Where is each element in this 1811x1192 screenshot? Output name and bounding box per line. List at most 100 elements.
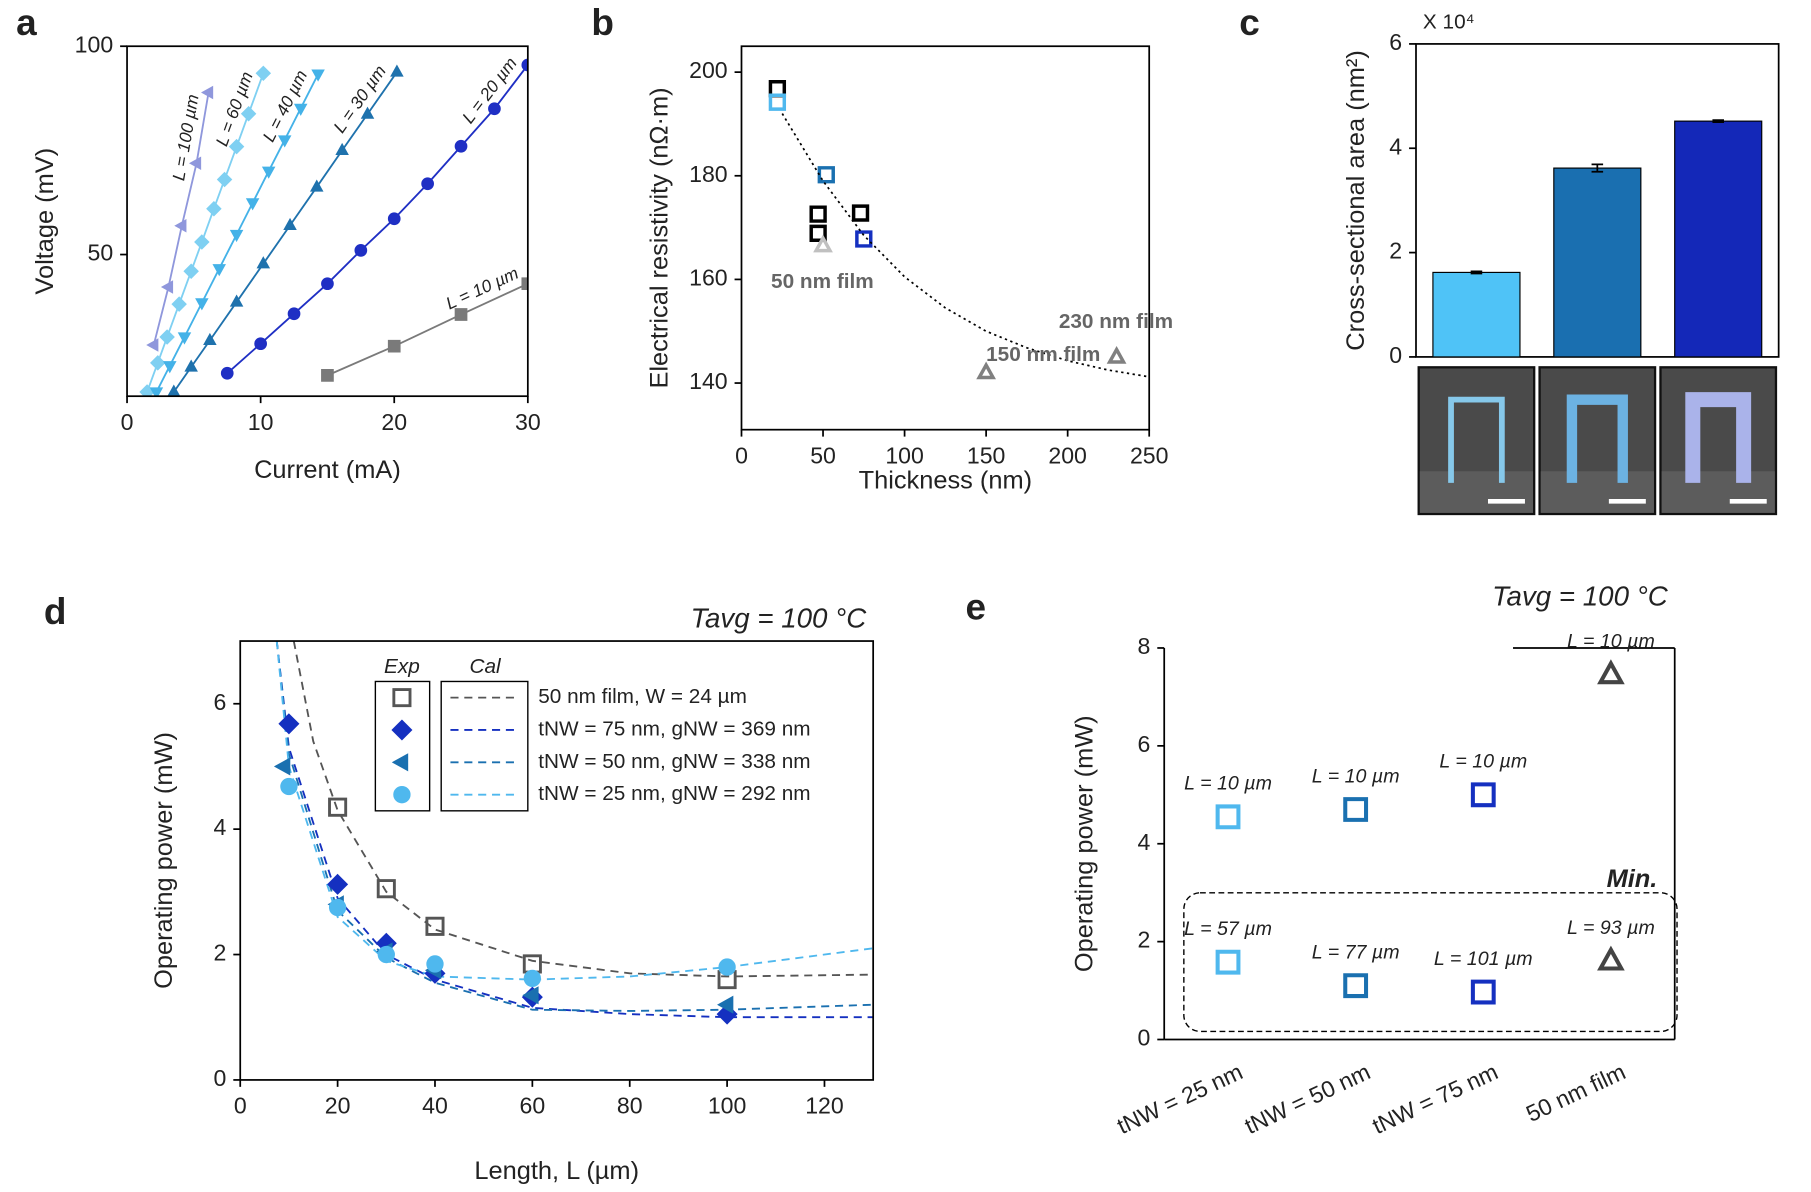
marker (200, 85, 214, 100)
x-tick-label: 100 (708, 1093, 747, 1119)
marker (387, 339, 401, 353)
marker (522, 986, 539, 1005)
legend-label: 50 nm film, W = 24 µm (538, 685, 747, 708)
x-tick-label: 120 (805, 1093, 844, 1119)
y-tick-label: 140 (689, 368, 728, 394)
y-axis-label: Voltage (mV) (31, 148, 59, 295)
y-axis-label: Operating power (mW) (150, 732, 178, 989)
marker (256, 256, 271, 269)
marker (194, 234, 210, 250)
marker (1470, 979, 1496, 1005)
marker (245, 198, 260, 211)
sem-substrate (1540, 471, 1654, 513)
y-axis-label: Operating power (mW) (1070, 715, 1098, 972)
point-label: L = 93 µm (1567, 917, 1655, 939)
marker (163, 361, 177, 374)
panel-label: d (44, 591, 67, 632)
panel-label: c (1239, 2, 1260, 43)
marker (354, 244, 368, 257)
marker (212, 264, 226, 277)
point-label: L = 57 µm (1184, 918, 1272, 940)
x-tick-label: 0 (234, 1093, 247, 1119)
marker (1215, 949, 1241, 975)
marker (1343, 797, 1369, 822)
legend-label: tNW = 75 nm, gNW = 369 nm (538, 717, 810, 740)
marker (809, 205, 827, 223)
series-label: L = 20 µm (458, 53, 521, 127)
bar (1432, 271, 1521, 358)
error-bar (1470, 270, 1483, 275)
sem-wire (1685, 392, 1752, 483)
y-tick-label: 4 (1138, 829, 1151, 855)
point-label: L = 77 µm (1312, 942, 1400, 964)
point-label: L = 10 µm (1312, 765, 1400, 787)
y-tick-label: 50 (88, 240, 114, 266)
legend-box (374, 680, 431, 812)
marker (184, 359, 198, 372)
marker (360, 106, 375, 119)
plot-frame (740, 45, 1151, 431)
point-label: 50 nm film (771, 270, 874, 293)
x-tick-label: 50 (810, 442, 836, 468)
point-label: L = 10 µm (1439, 751, 1527, 773)
marker (177, 332, 192, 345)
marker (1470, 782, 1496, 808)
panel-label: e (966, 587, 987, 628)
y-axis-label: Cross-sectional area (nm²) (1342, 50, 1370, 351)
x-tick-label: 150 (967, 442, 1006, 468)
marker (287, 307, 301, 321)
x-tick-label: tNW = 75 nm (1368, 1058, 1502, 1139)
marker (280, 777, 298, 796)
marker (240, 105, 257, 122)
y-tick-label: 0 (214, 1065, 227, 1091)
plot-area (273, 641, 874, 1025)
legend-label: tNW = 50 nm, gNW = 338 nm (538, 750, 810, 773)
marker (195, 298, 209, 311)
y-tick-label: 2 (214, 940, 227, 966)
fit-line (781, 113, 1150, 378)
marker (160, 280, 174, 294)
marker (327, 873, 349, 895)
x-tick-label: 100 (885, 442, 924, 468)
x-tick-label: 0 (121, 409, 134, 435)
marker (425, 916, 445, 936)
y-tick-label: 6 (1138, 731, 1151, 757)
line (327, 282, 528, 377)
marker (183, 263, 199, 279)
sem-substrate (1419, 471, 1534, 513)
sem-wire (1448, 396, 1505, 483)
marker (817, 166, 835, 184)
marker (522, 954, 542, 974)
bar (1674, 120, 1763, 358)
marker (328, 898, 347, 917)
y-tick-label: 6 (1389, 29, 1402, 55)
marker (426, 955, 444, 973)
axis-multiplier: X 10⁴ (1423, 11, 1475, 34)
panel-label: a (16, 2, 37, 43)
marker (174, 219, 187, 233)
marker (421, 177, 434, 191)
marker (171, 296, 187, 312)
marker (521, 58, 528, 72)
point-label: 150 nm film (986, 343, 1100, 366)
x-tick-label: 30 (515, 409, 541, 435)
plot-area (139, 58, 528, 397)
marker (255, 65, 272, 82)
marker (768, 93, 787, 111)
marker (254, 337, 267, 351)
plot-frame (239, 640, 875, 1081)
chart-title: Tavg = 100 °C (691, 603, 868, 634)
y-tick-label: 2 (1389, 238, 1402, 264)
marker (228, 138, 245, 155)
x-tick-label: 10 (248, 409, 274, 435)
marker (851, 204, 870, 222)
marker (188, 156, 202, 171)
marker (220, 366, 234, 380)
x-tick-label: 20 (381, 409, 407, 435)
marker (1215, 804, 1241, 830)
bar (1553, 167, 1642, 358)
sem-substrate (1661, 471, 1775, 513)
legend-marker (391, 719, 413, 741)
plot-frame (126, 45, 529, 398)
point-label: 230 nm film (1059, 310, 1173, 333)
